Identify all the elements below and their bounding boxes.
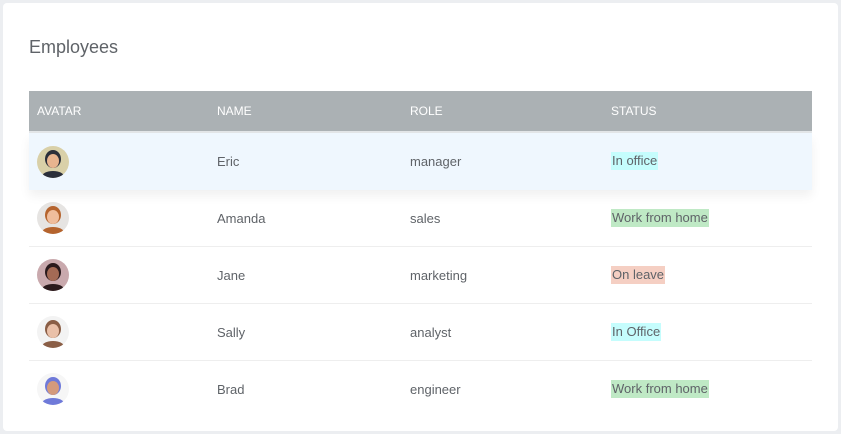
table-row[interactable]: Eric manager In office (29, 133, 812, 190)
employee-name: Jane (217, 267, 246, 283)
avatar-cell (29, 373, 217, 405)
avatar (37, 202, 69, 234)
employee-name: Amanda (217, 210, 266, 226)
avatar-cell (29, 202, 217, 234)
column-header-status[interactable]: STATUS (611, 104, 657, 118)
status-badge: In office (611, 152, 659, 170)
status-badge: Work from home (611, 208, 709, 227)
avatar-cell (29, 145, 217, 178)
avatar (37, 316, 69, 348)
employee-name: Brad (217, 381, 245, 397)
status-badge: In Office (611, 322, 662, 341)
table-row[interactable]: Amanda sales Work from home (29, 190, 812, 247)
page-title: Employees (29, 37, 119, 57)
table-row[interactable]: Brad engineer Work from home (29, 361, 812, 417)
employees-card: Employees AVATAR NAME ROLE STATUS Eric m… (3, 3, 838, 431)
avatar-cell (29, 259, 217, 291)
employee-role: engineer (410, 381, 461, 397)
avatar (37, 259, 69, 291)
status-badge: Work from home (611, 379, 709, 398)
column-header-avatar[interactable]: AVATAR (37, 104, 82, 118)
status-badge: On leave (611, 265, 666, 284)
avatar-cell (29, 316, 217, 348)
employee-role: manager (410, 154, 462, 169)
employee-role: sales (410, 210, 441, 226)
employee-role: analyst (410, 324, 452, 340)
employee-name: Sally (217, 324, 246, 340)
table-row[interactable]: Jane marketing On leave (29, 247, 812, 304)
avatar (37, 373, 69, 405)
column-header-name[interactable]: NAME (217, 104, 252, 118)
employee-role: marketing (410, 267, 468, 283)
employees-table: AVATAR NAME ROLE STATUS Eric manager In … (29, 91, 812, 417)
avatar (37, 145, 69, 178)
table-header: AVATAR NAME ROLE STATUS (29, 91, 812, 133)
table-row[interactable]: Sally analyst In Office (29, 304, 812, 361)
column-header-role[interactable]: ROLE (410, 104, 443, 118)
employee-name: Eric (217, 154, 240, 169)
